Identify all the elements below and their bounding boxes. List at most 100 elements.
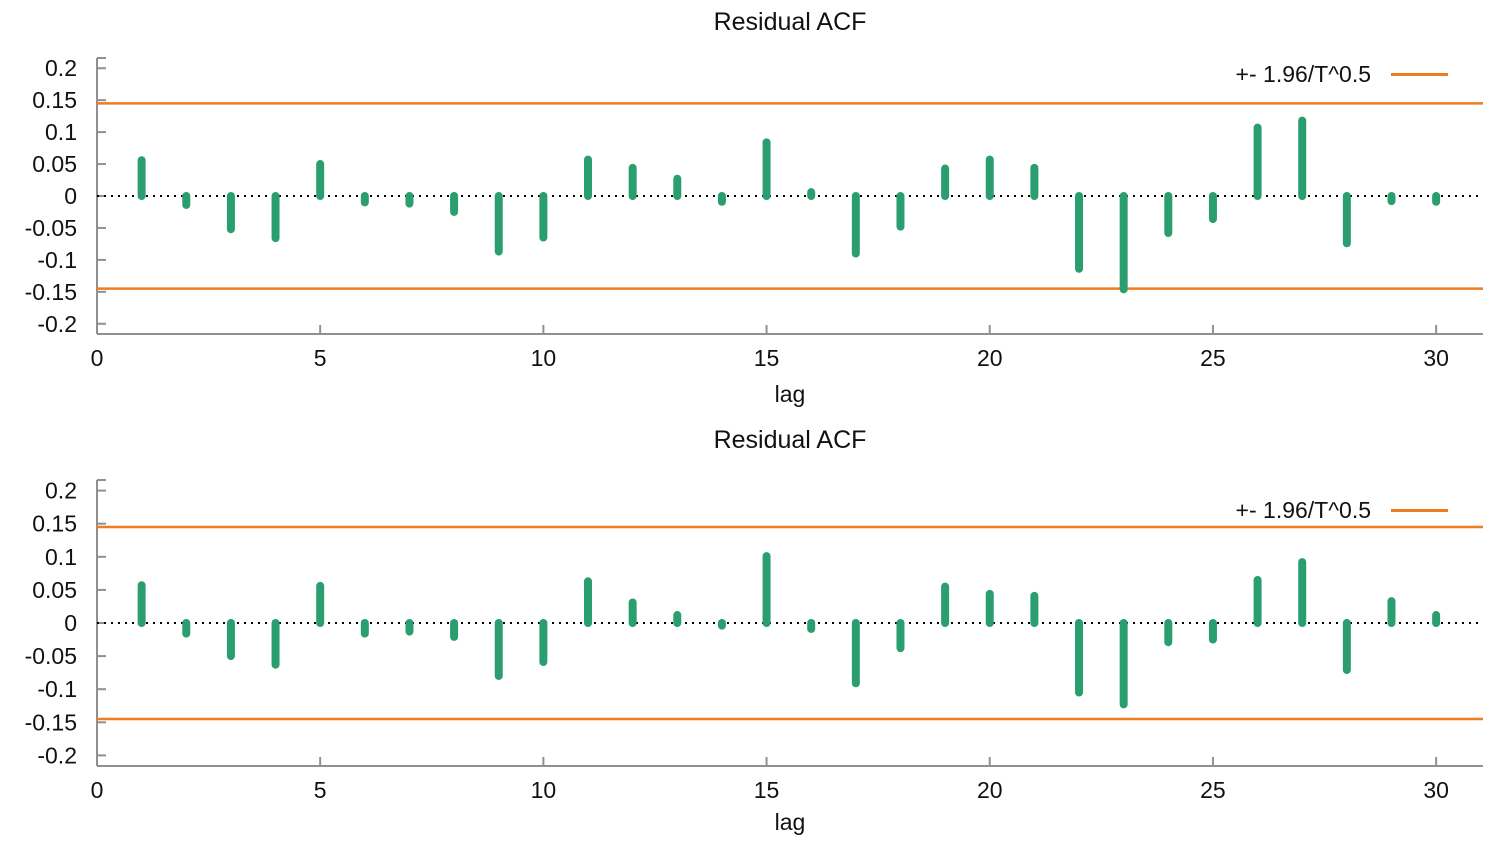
chart2-y-tick-label: -0.05	[25, 643, 77, 669]
chart2-acf-bar-lag-15	[762, 552, 771, 627]
chart2-acf-bar-lag-21	[1030, 591, 1039, 627]
chart1-x-tick-label: 10	[531, 345, 557, 371]
chart1-acf-bar-lag-30	[1432, 192, 1441, 206]
chart2-x-tick-label: 15	[754, 777, 780, 803]
chart1-acf-bar-lag-10	[539, 192, 548, 242]
chart1-acf-bar-lag-3	[226, 192, 235, 234]
chart1-acf-bar-lag-25	[1208, 192, 1217, 223]
chart2-acf-bar-lag-24	[1164, 619, 1173, 647]
chart2-x-tick-label: 10	[531, 777, 557, 803]
chart1-title: Residual ACF	[713, 8, 867, 36]
chart1-acf-bar-lag-6	[360, 192, 369, 207]
chart1-x-tick-label: 30	[1423, 345, 1449, 371]
chart1-y-tick-label: 0.05	[32, 151, 77, 177]
chart1-y-tick-label: 0	[64, 183, 77, 209]
chart1-legend-label: +- 1.96/T^0.5	[1235, 61, 1371, 87]
chart2-y-tick-label: 0.15	[32, 511, 77, 537]
chart2-acf-bar-lag-13	[673, 611, 682, 627]
chart2-acf-bar-lag-20	[985, 589, 994, 627]
chart1-acf-bar-lag-5	[316, 160, 325, 200]
chart1-y-tick-label: 0.1	[45, 119, 77, 145]
chart2-y-tick-label: 0	[64, 610, 77, 636]
chart1-acf-bar-lag-4	[271, 192, 280, 243]
chart2-acf-bar-lag-11	[584, 577, 593, 627]
chart1-y-tick-label: 0.15	[32, 87, 77, 113]
chart2-acf-bar-lag-8	[450, 619, 459, 641]
chart2-y-tick-label: 0.05	[32, 577, 77, 603]
chart1-acf-bar-lag-7	[405, 192, 414, 208]
chart1-x-tick-label: 0	[91, 345, 104, 371]
chart2-y-tick-label: -0.2	[37, 742, 77, 768]
chart1-acf-bar-lag-16	[807, 188, 816, 200]
chart1-acf-bar-lag-23	[1119, 192, 1128, 294]
chart1-acf-bar-lag-11	[584, 155, 593, 200]
chart2-acf-bar-lag-22	[1075, 619, 1084, 697]
chart2-acf-bar-lag-23	[1119, 619, 1128, 709]
chart1-acf-bar-lag-1	[137, 156, 146, 200]
chart1-xlabel: lag	[774, 381, 806, 407]
chart1-acf-bar-lag-27	[1298, 116, 1307, 200]
chart2-x-tick-label: 0	[91, 777, 104, 803]
chart1-acf-bar-lag-14	[717, 192, 726, 206]
chart2-acf-bar-lag-2	[182, 619, 191, 638]
chart1-x-tick-label: 15	[754, 345, 780, 371]
chart2-acf-bar-lag-14	[717, 619, 726, 630]
chart1-acf-bar-lag-28	[1342, 192, 1351, 248]
chart1-acf-bar-lag-2	[182, 192, 191, 209]
chart2-x-tick-label: 5	[314, 777, 327, 803]
chart1-acf-bar-lag-18	[896, 192, 905, 231]
chart1-acf-bar-lag-21	[1030, 163, 1039, 200]
chart2-legend: +- 1.96/T^0.5	[1236, 496, 1448, 524]
chart2-xlabel: lag	[774, 809, 806, 835]
chart2-acf-bar-lag-25	[1208, 619, 1217, 644]
chart2-y-tick-label: 0.2	[45, 478, 77, 504]
chart2-acf-bar-lag-1	[137, 581, 146, 627]
chart2-acf-bar-lag-4	[271, 619, 280, 669]
chart1-acf-bar-lag-12	[628, 163, 637, 200]
chart1-acf-bar-lag-17	[851, 192, 860, 258]
chart2-legend-label: +- 1.96/T^0.5	[1235, 497, 1371, 523]
chart1-x-tick-label: 20	[977, 345, 1003, 371]
chart2-acf-bar-lag-9	[494, 619, 503, 680]
chart2-x-tick-label: 20	[977, 777, 1003, 803]
chart2-title: Residual ACF	[713, 426, 867, 454]
chart1-acf-bar-lag-24	[1164, 192, 1173, 238]
chart2-acf-bar-lag-26	[1253, 575, 1262, 627]
chart1-acf-bar-lag-13	[673, 174, 682, 200]
chart2-acf-bar-lag-16	[807, 619, 816, 633]
legend-line-sample-icon	[1391, 508, 1448, 512]
chart1-acf-bar-lag-29	[1387, 192, 1396, 206]
chart1-acf-bar-lag-8	[450, 192, 459, 216]
chart2-y-tick-label: -0.1	[37, 676, 77, 702]
chart2-acf-bar-lag-30	[1432, 611, 1441, 627]
chart1-acf-bar-lag-20	[985, 155, 994, 200]
chart2-x-tick-label: 25	[1200, 777, 1226, 803]
chart1-acf-bar-lag-22	[1075, 192, 1084, 273]
chart1-y-tick-label: -0.15	[25, 279, 77, 305]
chart1-y-tick-label: 0.2	[45, 55, 77, 81]
chart1-acf-bar-lag-9	[494, 192, 503, 256]
chart2-x-tick-label: 30	[1423, 777, 1449, 803]
chart1-x-tick-label: 25	[1200, 345, 1226, 371]
chart1-legend: +- 1.96/T^0.5	[1236, 60, 1448, 88]
chart1-y-tick-label: -0.1	[37, 247, 77, 273]
chart2-acf-bar-lag-12	[628, 598, 637, 627]
chart2-y-tick-label: 0.1	[45, 544, 77, 570]
chart1-y-tick-label: -0.05	[25, 215, 77, 241]
chart2-acf-bar-lag-10	[539, 619, 548, 667]
chart2-acf-bar-lag-6	[360, 619, 369, 638]
chart2-acf-bar-lag-27	[1298, 558, 1307, 627]
chart1-acf-bar-lag-26	[1253, 123, 1262, 200]
chart2-acf-bar-lag-29	[1387, 597, 1396, 627]
chart1-y-tick-label: -0.2	[37, 311, 77, 337]
chart1-x-tick-label: 5	[314, 345, 327, 371]
chart1-acf-bar-lag-15	[762, 138, 771, 200]
chart2-y-tick-label: -0.15	[25, 709, 77, 735]
chart2-acf-bar-lag-5	[316, 581, 325, 627]
chart2-acf-bar-lag-19	[941, 582, 950, 627]
chart2-acf-bar-lag-17	[851, 619, 860, 688]
chart2-acf-bar-lag-28	[1342, 619, 1351, 675]
chart1-acf-bar-lag-19	[941, 164, 950, 200]
chart2-acf-bar-lag-18	[896, 619, 905, 653]
